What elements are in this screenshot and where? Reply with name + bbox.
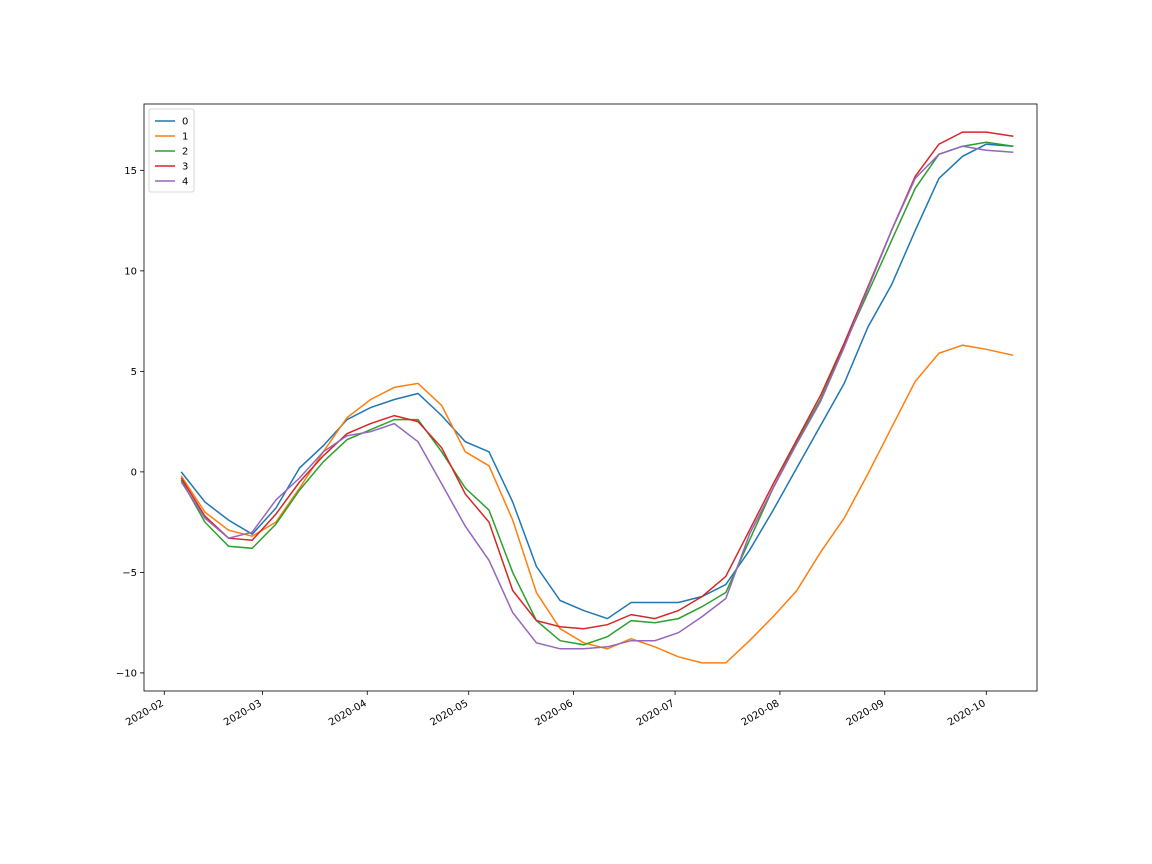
y-tick-label: 15 xyxy=(124,166,137,177)
legend-label-4: 4 xyxy=(182,177,188,188)
series-line-1 xyxy=(180,344,1014,664)
series-line-0 xyxy=(180,143,1014,620)
y-tick-label: 5 xyxy=(131,367,137,378)
legend-label-0: 0 xyxy=(182,117,188,128)
legend-label-3: 3 xyxy=(182,162,188,173)
series-line-4 xyxy=(180,145,1014,650)
y-tick-label: −5 xyxy=(122,568,137,579)
y-axis: −10 −5 0 5 10 15 xyxy=(116,166,144,679)
legend-label-2: 2 xyxy=(182,147,188,158)
legend-label-1: 1 xyxy=(182,132,188,143)
series-line-2 xyxy=(180,141,1014,646)
y-tick-label: −10 xyxy=(116,668,137,679)
y-tick-label: 10 xyxy=(124,266,137,277)
plot-frame xyxy=(143,103,1038,692)
y-tick-label: 0 xyxy=(131,467,137,478)
series-lines xyxy=(180,131,1014,664)
plot-area xyxy=(144,104,1037,691)
legend: 0 1 2 3 4 xyxy=(148,108,195,193)
